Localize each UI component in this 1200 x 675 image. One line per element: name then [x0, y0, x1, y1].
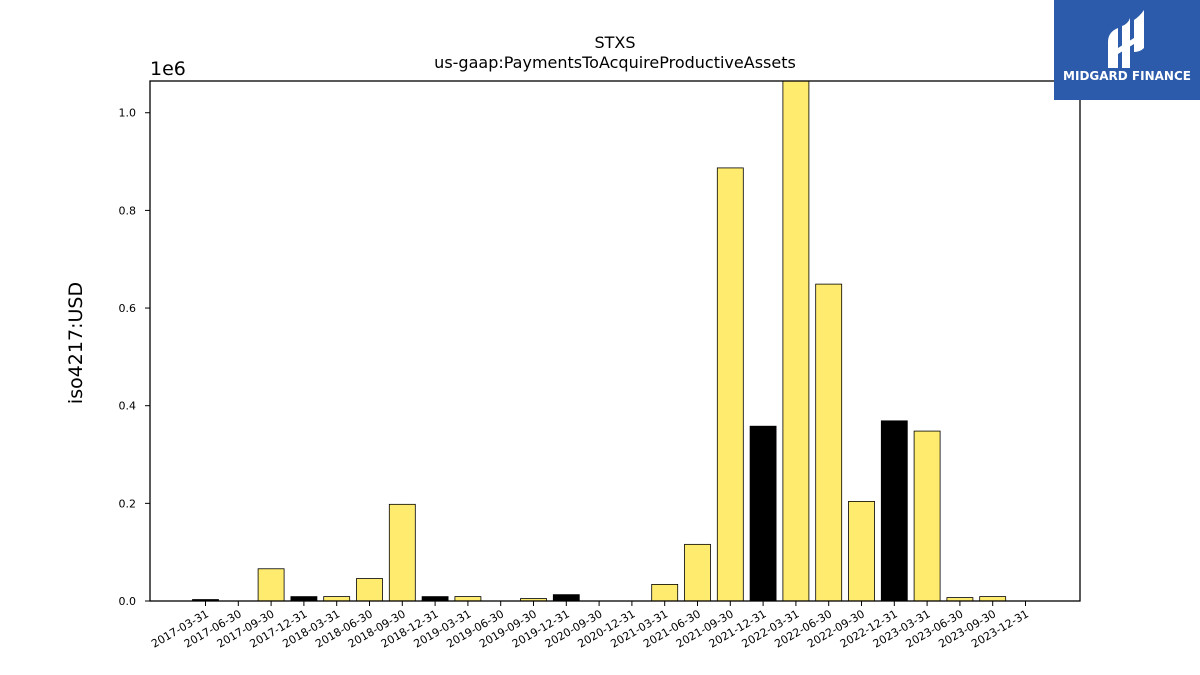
bar-2023-09-30 — [979, 596, 1007, 602]
bar-2017-09-30 — [257, 568, 285, 602]
bar-2019-12-31 — [552, 594, 580, 602]
bar-2021-09-30 — [716, 167, 744, 602]
bar-2021-03-31 — [651, 583, 679, 602]
bar-2018-06-30 — [356, 578, 383, 602]
bar-2018-03-31 — [323, 596, 351, 602]
y-tick-label: 0.8 — [119, 204, 137, 217]
bar-2022-06-30 — [815, 283, 843, 602]
bars-group — [192, 80, 1007, 602]
chart-subtitle: us-gaap:PaymentsToAcquireProductiveAsset… — [434, 53, 796, 72]
y-offset-label: 1e6 — [150, 58, 186, 80]
y-axis-label: iso4217:USD — [65, 282, 87, 404]
y-tick-label: 0.4 — [119, 400, 137, 413]
logo-mark-icon — [1108, 10, 1144, 68]
y-tick-label: 0.6 — [119, 302, 137, 315]
plot-frame — [149, 80, 1081, 602]
y-tick-label: 0.0 — [119, 595, 137, 608]
y-tick-label: 0.2 — [119, 497, 137, 510]
y-ticks-group: 0.0 0.2 0.4 0.6 0.8 1.0 — [119, 107, 150, 608]
x-ticks-group: 2017-03-312017-06-302017-09-302017-12-31… — [149, 601, 1031, 651]
bar-2022-12-31 — [880, 420, 908, 602]
midgard-finance-logo: MIDGARD FINANCE — [1054, 0, 1200, 100]
bar-2021-12-31 — [749, 425, 777, 602]
logo-text: MIDGARD FINANCE — [1063, 69, 1191, 83]
bar-2022-09-30 — [848, 500, 875, 602]
bar-2022-03-31 — [782, 80, 810, 602]
y-tick-label: 1.0 — [119, 107, 137, 120]
bar-2017-12-31 — [290, 596, 318, 602]
bar-2019-03-31 — [454, 596, 482, 602]
chart-title: STXS — [594, 33, 635, 52]
bar-2018-09-30 — [388, 503, 416, 602]
bar-2018-12-31 — [421, 596, 449, 602]
bar-2023-03-31 — [913, 430, 941, 602]
bar-2021-06-30 — [684, 543, 711, 602]
